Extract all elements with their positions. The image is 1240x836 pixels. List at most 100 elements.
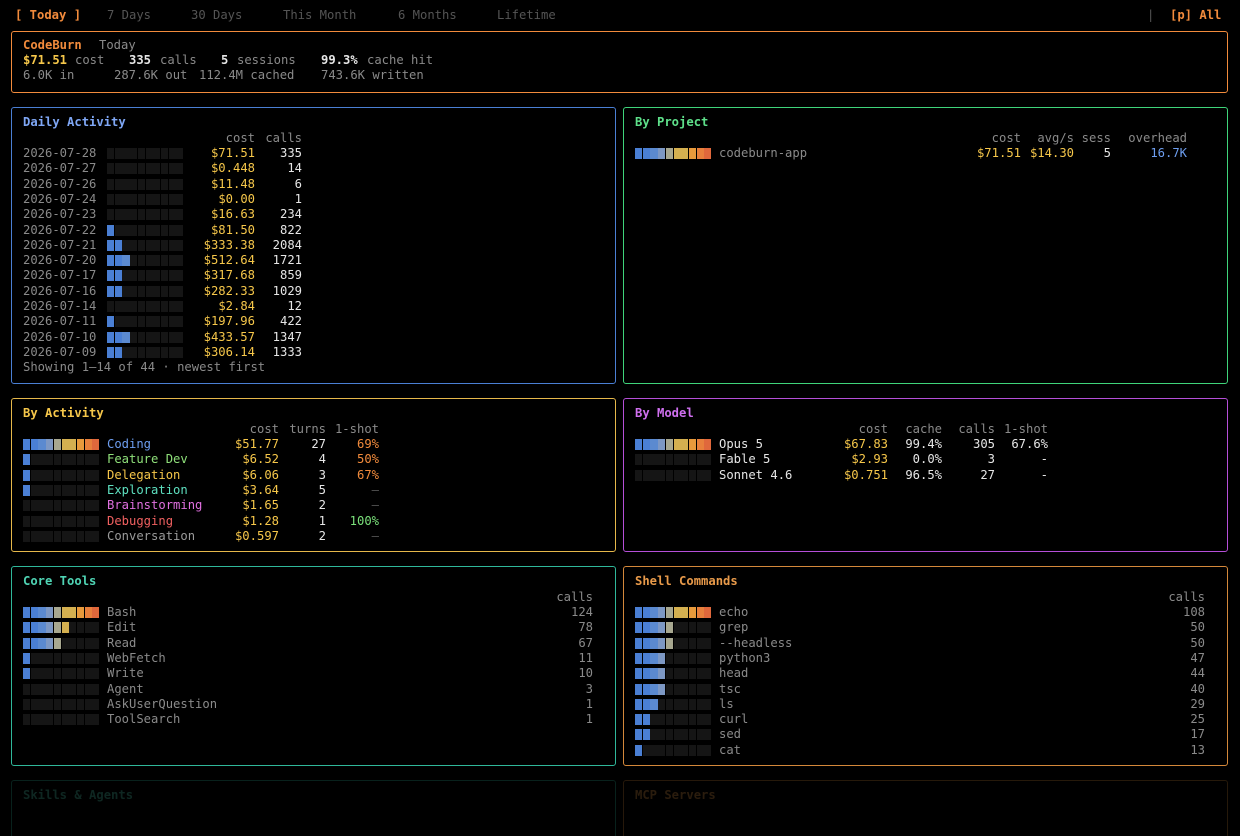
usage-bar-cell: [53, 637, 61, 649]
usage-bar-cell: [107, 255, 115, 267]
usage-bar-cell: [176, 209, 184, 221]
usage-bar: [635, 651, 712, 666]
usage-bar: [107, 238, 184, 253]
activity-cost: $6.06: [242, 467, 279, 482]
tool-name: Agent: [107, 681, 144, 696]
usage-bar-cell: [61, 439, 69, 450]
tools-header-calls: calls: [556, 590, 593, 604]
daily-header-calls: calls: [265, 131, 302, 145]
daily-date: 2026-07-09: [23, 344, 97, 359]
daily-cost: $81.50: [210, 222, 255, 237]
usage-bar-cell: [704, 698, 712, 710]
usage-bar-cell: [176, 148, 184, 159]
tab-6-months[interactable]: 6 Months: [398, 8, 457, 22]
tab-30-days[interactable]: 30 Days: [191, 8, 243, 22]
shell-command: grep: [719, 620, 749, 635]
daily-calls: 234: [279, 207, 302, 222]
usage-bar-cell: [696, 683, 704, 695]
usage-bar: [23, 483, 100, 498]
usage-bar-cell: [53, 714, 61, 726]
usage-bar-cell: [61, 469, 69, 481]
usage-bar-cell: [696, 637, 704, 649]
usage-bar-cell: [30, 607, 38, 618]
usage-bar-cell: [704, 148, 712, 159]
usage-bar-cell: [122, 163, 130, 175]
model-header-oneshot: 1-shot: [1003, 422, 1048, 436]
usage-bar-cell: [642, 622, 650, 634]
usage-bar-cell: [153, 270, 161, 282]
usage-bar-cell: [658, 622, 666, 634]
usage-bar-cell: [92, 469, 100, 481]
project-overhead: 16.7K: [1150, 146, 1187, 160]
usage-bar-cell: [23, 515, 31, 527]
tab-7-days[interactable]: 7 Days: [107, 8, 152, 22]
shell-commands-title: Shell Commands: [635, 574, 738, 588]
usage-bar-cell: [23, 530, 31, 542]
usage-bar-cell: [92, 530, 100, 542]
usage-bar-cell: [137, 209, 145, 221]
skills-agents-panel: Skills & Agents: [11, 780, 616, 836]
faded-lower-panels: Skills & Agents MCP Servers: [0, 780, 1240, 836]
tool-calls: 10: [578, 666, 593, 681]
activity-turns: 1: [318, 513, 326, 528]
usage-bar-cell: [658, 744, 666, 756]
usage-bar-cell: [658, 668, 666, 680]
usage-bar-cell: [650, 714, 658, 726]
usage-bar-cell: [84, 484, 92, 496]
activity-row: Delegation $6.06 3 67%: [23, 468, 603, 483]
usage-bar-cell: [681, 622, 689, 634]
project-avg: $14.30: [1029, 146, 1074, 160]
usage-bar-cell: [160, 255, 169, 267]
model-cost: $67.83: [843, 437, 888, 451]
usage-bar-cell: [658, 439, 666, 450]
activity-header-cost: cost: [249, 422, 279, 436]
tool-calls: 78: [578, 620, 593, 635]
tab-today[interactable]: [ Today ]: [15, 8, 82, 22]
usage-bar-cell: [168, 346, 176, 358]
usage-bar-cell: [84, 469, 92, 481]
usage-bar-cell: [38, 454, 46, 466]
usage-bar: [635, 666, 712, 681]
usage-bar-cell: [696, 652, 704, 664]
tab-this-month[interactable]: This Month: [283, 8, 357, 22]
tool-name: Write: [107, 666, 144, 681]
tab-lifetime[interactable]: Lifetime: [497, 8, 556, 22]
model-row: Opus 5 $67.83 99.4% 305 67.6%: [635, 437, 1215, 452]
daily-header-cost: cost: [225, 131, 255, 145]
usage-bar-cell: [688, 148, 697, 159]
usage-bar-cell: [137, 193, 145, 205]
usage-bar-cell: [650, 637, 658, 649]
usage-bar-cell: [84, 622, 92, 634]
usage-bar-cell: [84, 439, 92, 450]
usage-bar-cell: [673, 148, 681, 159]
usage-bar-cell: [61, 668, 69, 680]
usage-bar-cell: [153, 163, 161, 175]
usage-bar-cell: [688, 668, 697, 680]
usage-bar-cell: [53, 439, 61, 450]
daily-date: 2026-07-11: [23, 314, 97, 329]
tokens-in: 6.0K in: [23, 68, 75, 82]
usage-bar-cell: [53, 652, 61, 664]
activity-name: Exploration: [107, 482, 188, 497]
usage-bar-cell: [38, 500, 46, 512]
period-label: Today: [99, 38, 136, 52]
daily-calls: 1029: [272, 283, 302, 298]
all-projects-toggle[interactable]: [p] All: [1170, 8, 1222, 22]
shell-calls: 17: [1190, 727, 1205, 742]
activity-row: Feature Dev $6.52 4 50%: [23, 452, 603, 467]
daily-cost: $0.448: [210, 161, 255, 176]
daily-cost: $317.68: [203, 268, 255, 283]
usage-bar-cell: [635, 469, 643, 481]
usage-bar-cell: [642, 439, 650, 450]
usage-bar-cell: [160, 239, 169, 251]
shell-command: ls: [719, 696, 734, 711]
usage-bar: [635, 146, 712, 161]
tool-row: Edit 78: [23, 620, 603, 635]
model-oneshot: -: [1040, 452, 1048, 467]
usage-bar-cell: [69, 469, 77, 481]
usage-bar-cell: [681, 469, 689, 481]
usage-bar-cell: [658, 714, 666, 726]
usage-bar-cell: [696, 148, 704, 159]
daily-date: 2026-07-22: [23, 222, 97, 237]
usage-bar-cell: [38, 637, 46, 649]
